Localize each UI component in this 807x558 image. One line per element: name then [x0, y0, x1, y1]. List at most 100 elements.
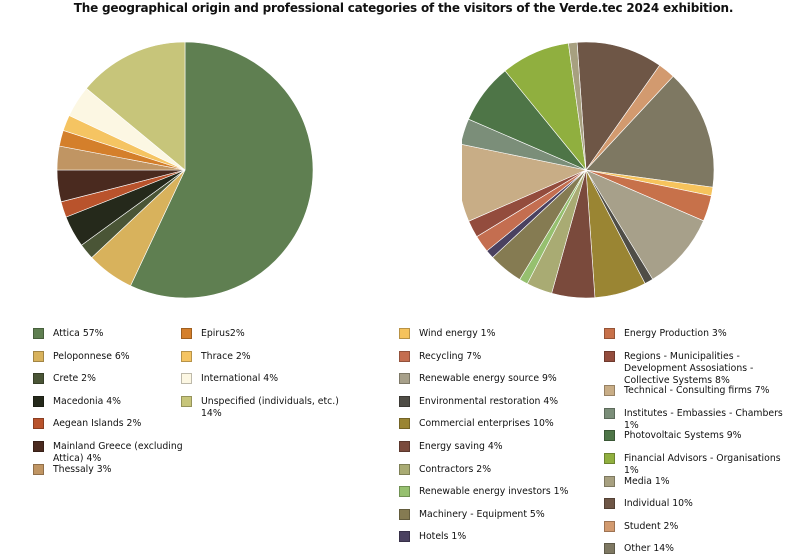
- legend-label: Renewable energy investors 1%: [419, 486, 569, 498]
- legend-swatch: [33, 328, 44, 339]
- legend-swatch: [604, 453, 615, 464]
- legend-label: International 4%: [201, 373, 279, 385]
- legend-label: Machinery - Equipment 5%: [419, 508, 545, 520]
- legend-swatch: [33, 350, 44, 362]
- legend-swatch: [181, 395, 192, 407]
- legend-label: Thrace 2%: [201, 350, 251, 362]
- legend-item-student-2: Student 2%: [604, 520, 794, 533]
- chart-title: The geographical origin and professional…: [73, 1, 734, 15]
- legend-label: Attica 57%: [53, 328, 104, 339]
- legend-label: Recycling 7%: [419, 350, 482, 362]
- legend-label: Epirus2%: [201, 328, 245, 339]
- legend-swatch: [604, 498, 615, 510]
- legend-swatch: [33, 441, 44, 452]
- legend-swatch: [604, 430, 615, 442]
- legend-item-contractors-2: Contractors 2%: [399, 463, 579, 476]
- professional-categories-pie: [462, 41, 715, 299]
- legend-item-hotels-1: Hotels 1%: [399, 531, 579, 543]
- legend-item-environmental-restoration-4: Environmental restoration 4%: [399, 395, 579, 408]
- legend-swatch: [181, 373, 192, 385]
- legend-swatch: [399, 328, 410, 339]
- legend-item-epirus2: Epirus2%: [181, 328, 361, 340]
- legend-swatch: [604, 328, 615, 339]
- pie-slice-unspecified-individuals-etc-14: [85, 41, 186, 171]
- legend-swatch: [399, 350, 410, 362]
- legend-label: Hotels 1%: [419, 531, 467, 543]
- legend-label: Institutes - Embassies - Chambers 1%: [624, 407, 783, 431]
- legend-item-technical-consulting-firms-7: Technical - Consulting firms 7%: [604, 385, 794, 397]
- legend-item-other-14: Other 14%: [604, 543, 794, 555]
- legend-swatch: [604, 543, 615, 555]
- legend-item-recycling-7: Recycling 7%: [399, 350, 579, 363]
- legend-item-mainland-greece-excluding-attica-4: Mainland Greece (excluding Attica) 4%: [33, 441, 213, 465]
- legend-swatch: [399, 441, 410, 452]
- legend-label: Thessaly 3%: [53, 463, 112, 475]
- legend-item-individual-10: Individual 10%: [604, 498, 794, 510]
- geographic-origin-pie: [56, 41, 314, 299]
- legend-label: Photovoltaic Systems 9%: [624, 430, 742, 442]
- legend-item-international-4: International 4%: [181, 373, 361, 385]
- legend-item-attica-57: Attica 57%: [33, 328, 213, 340]
- legend-label: Other 14%: [624, 543, 675, 555]
- legend-item-energy-saving-4: Energy saving 4%: [399, 441, 579, 453]
- legend-swatch: [33, 373, 44, 385]
- legend-swatch: [33, 395, 44, 407]
- legend-label: Environmental restoration 4%: [419, 395, 559, 407]
- legend-label: Financial Advisors - Organisations 1%: [624, 453, 781, 476]
- legend-label: Contractors 2%: [419, 463, 492, 475]
- legend-swatch: [399, 508, 410, 520]
- legend-swatch: [604, 475, 615, 487]
- legend-label: Aegean Islands 2%: [53, 418, 142, 430]
- legend-item-renewable-energy-investors-1: Renewable energy investors 1%: [399, 486, 579, 498]
- pie-slice-renewable-energy-source-9: [585, 169, 704, 280]
- pie-slice-media-1: [568, 41, 587, 171]
- legend-swatch: [399, 486, 410, 498]
- legend-label: Energy Production 3%: [624, 328, 727, 339]
- legend-label: Energy saving 4%: [419, 441, 503, 452]
- legend-label: Commercial enterprises 10%: [419, 418, 554, 430]
- legend-swatch: [181, 350, 192, 362]
- legend-swatch: [399, 463, 410, 475]
- legend-item-crete-2: Crete 2%: [33, 373, 213, 385]
- legend-swatch: [399, 418, 410, 430]
- legend-item-media-1: Media 1%: [604, 475, 794, 488]
- pie-slice-attica-57: [130, 41, 314, 299]
- legend-swatch: [604, 385, 615, 397]
- legend-label: Technical - Consulting firms 7%: [624, 385, 770, 397]
- legend-item-aegean-islands-2: Aegean Islands 2%: [33, 418, 213, 430]
- legend-label: Student 2%: [624, 520, 679, 532]
- legend-swatch: [604, 350, 615, 362]
- legend-item-machinery-equipment-5: Machinery - Equipment 5%: [399, 508, 579, 521]
- legend-swatch: [181, 328, 192, 339]
- legend-item-commercial-enterprises-10: Commercial enterprises 10%: [399, 418, 579, 430]
- legend-label: Media 1%: [624, 475, 670, 487]
- legend-swatch: [399, 373, 410, 385]
- legend-item-energy-production-3: Energy Production 3%: [604, 328, 794, 340]
- legend-item-renewable-energy-source-9: Renewable energy source 9%: [399, 373, 579, 385]
- legend-label: Crete 2%: [53, 373, 96, 385]
- legend-label: Peloponnese 6%: [53, 350, 130, 362]
- legend-label: Regions - Municipalities - Development A…: [624, 350, 754, 386]
- legend-item-regions-municipalities-development-assosiations-collective-systems-8: Regions - Municipalities - Development A…: [604, 350, 794, 387]
- legend-swatch: [604, 407, 615, 419]
- legend-item-peloponnese-6: Peloponnese 6%: [33, 350, 213, 363]
- legend-label: Macedonia 4%: [53, 395, 122, 407]
- legend-label: Renewable energy source 9%: [419, 373, 557, 385]
- legend-item-financial-advisors-organisations-1: Financial Advisors - Organisations 1%: [604, 453, 794, 477]
- legend-item-macedonia-4: Macedonia 4%: [33, 395, 213, 408]
- legend-item-wind-energy-1: Wind energy 1%: [399, 328, 579, 340]
- legend-label: Wind energy 1%: [419, 328, 496, 339]
- legend-item-photovoltaic-systems-9: Photovoltaic Systems 9%: [604, 430, 794, 442]
- pie-slice-other-14: [585, 75, 715, 188]
- legend-swatch: [399, 395, 410, 407]
- legend-label: Unspecified (individuals, etc.) 14%: [201, 395, 339, 419]
- legend-swatch: [33, 463, 44, 475]
- legend-swatch: [33, 418, 44, 430]
- legend-swatch: [399, 531, 410, 543]
- legend-label: Individual 10%: [624, 498, 693, 510]
- legend-item-institutes-embassies-chambers-1: Institutes - Embassies - Chambers 1%: [604, 407, 794, 432]
- legend-item-thrace-2: Thrace 2%: [181, 350, 361, 363]
- legend-label: Mainland Greece (excluding Attica) 4%: [53, 441, 183, 464]
- legend-item-thessaly-3: Thessaly 3%: [33, 463, 213, 476]
- legend-swatch: [604, 520, 615, 532]
